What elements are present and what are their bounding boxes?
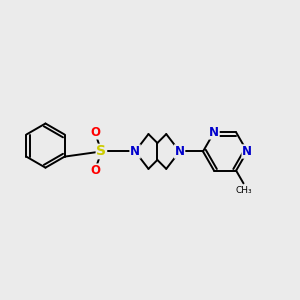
Text: N: N [242,145,252,158]
Text: N: N [175,145,184,158]
Text: O: O [90,164,100,177]
Text: N: N [209,126,219,139]
Text: O: O [90,126,100,139]
Text: S: S [96,145,106,158]
Text: CH₃: CH₃ [235,186,252,195]
Text: N: N [130,145,140,158]
